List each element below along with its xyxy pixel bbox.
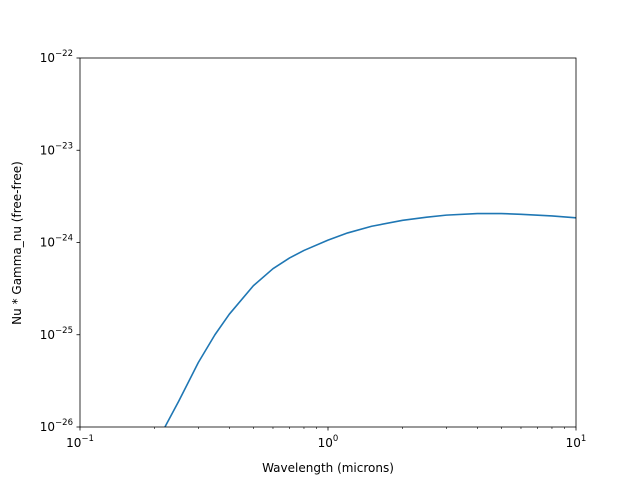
series-line-0 [164, 212, 576, 427]
y-axis-label: Nu * Gamma_nu (free-free) [10, 161, 24, 325]
y-tick-label: 10−22 [40, 49, 73, 65]
y-tick-label: 10−24 [40, 234, 73, 250]
y-tick-label: 10−25 [40, 326, 73, 342]
y-tick-label: 10−23 [40, 141, 73, 157]
y-tick-label: 10−26 [40, 418, 73, 434]
x-tick-label: 101 [566, 434, 587, 450]
x-tick-label: 100 [318, 434, 339, 450]
x-axis-label: Wavelength (microns) [262, 461, 394, 475]
axis-ticks: 10−1 100 101 10−26 10−25 10−24 10−23 10−22 [40, 49, 587, 450]
x-tick-label: 10−1 [66, 434, 94, 450]
